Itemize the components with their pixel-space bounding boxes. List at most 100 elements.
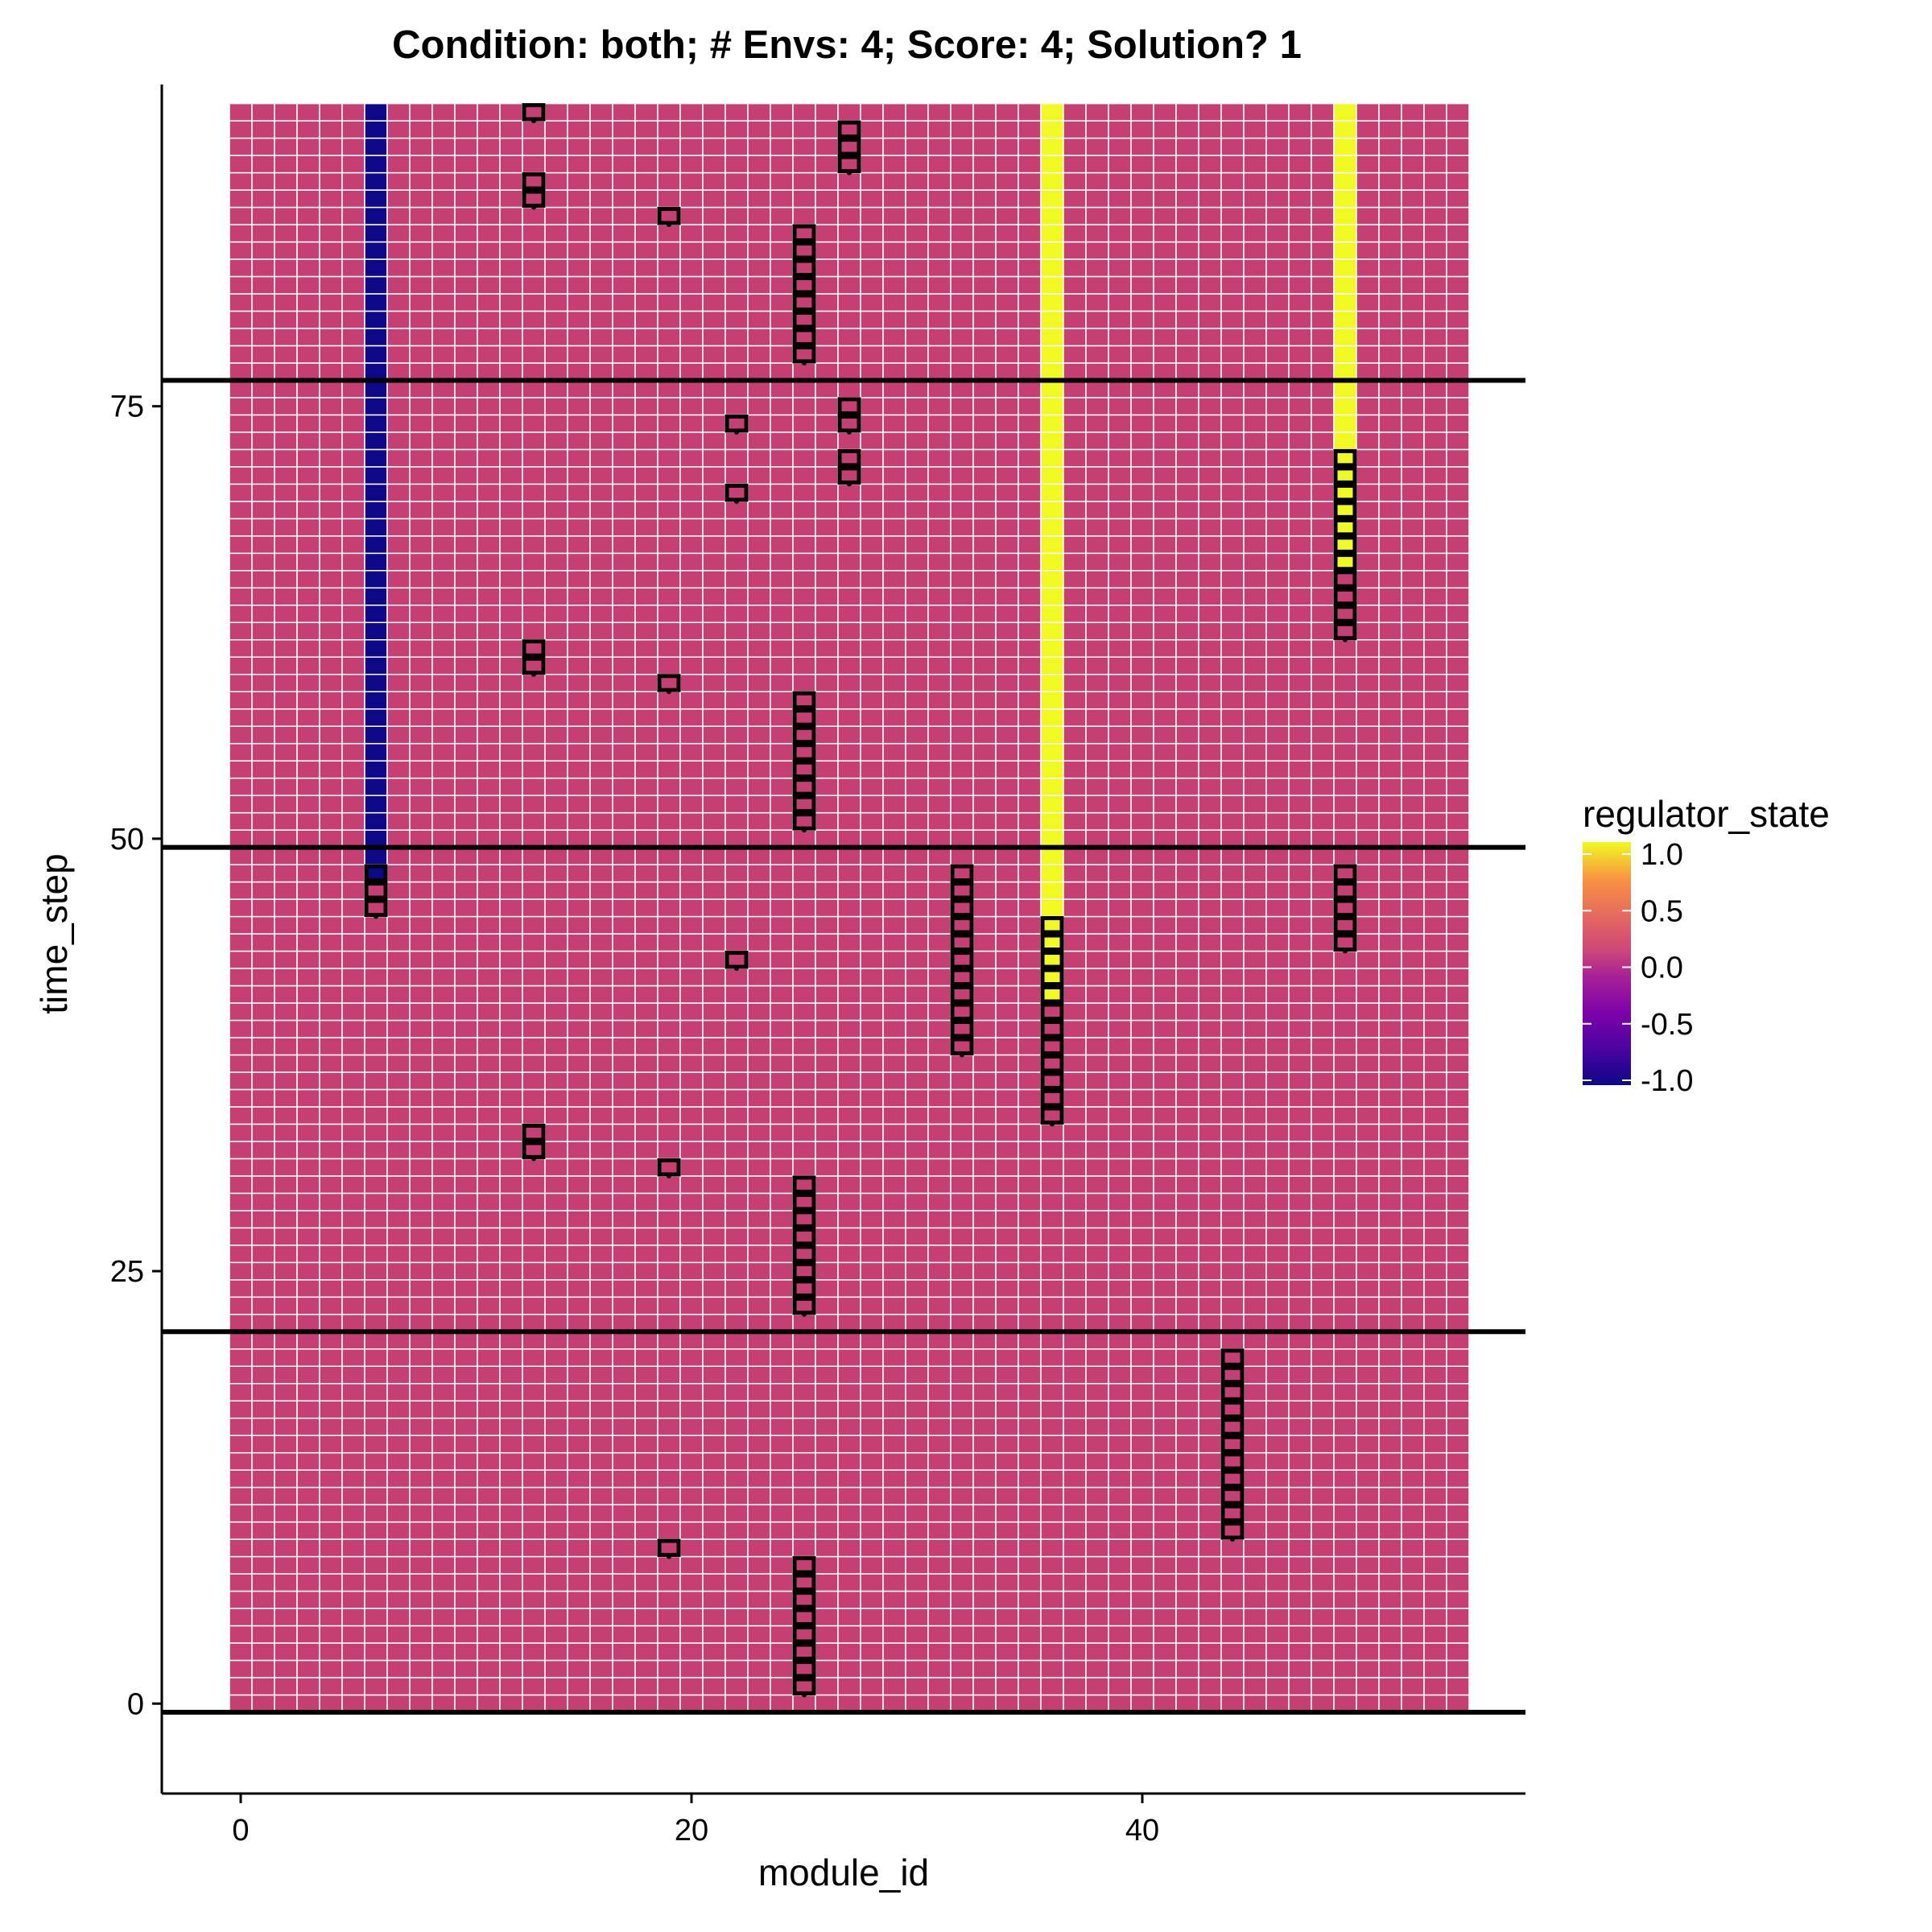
heatmap-cell [724,1331,749,1350]
heatmap-cell [499,310,523,329]
heatmap-cell [927,171,952,191]
heatmap-cell [522,691,546,710]
heatmap-cell [1198,1659,1222,1678]
heatmap-cell [477,1555,501,1575]
heatmap-cell [1108,102,1132,122]
heatmap-cell [972,1227,997,1246]
heatmap-cell [634,1382,658,1402]
heatmap-cell [589,1435,613,1454]
heatmap-cell [589,1314,613,1333]
heatmap-cell [409,795,433,814]
heatmap-cell [499,605,523,624]
heatmap-cell [1198,1677,1222,1696]
heatmap-cell [1333,310,1357,329]
heatmap-cell [950,1538,974,1558]
heatmap-cell [431,950,456,969]
heatmap-cell [1356,189,1380,208]
heatmap-cell [905,224,929,243]
heatmap-cell [1018,1555,1042,1575]
heatmap-cell [251,1538,275,1558]
heatmap-cell [364,189,388,208]
heatmap-cell [364,985,388,1004]
heatmap-cell [1130,241,1154,260]
heatmap-cell [589,1158,613,1177]
heatmap-cell [1108,795,1132,814]
heatmap-cell [679,1348,704,1367]
heatmap-cell [927,535,952,555]
heatmap-cell [477,1002,501,1022]
heatmap-cell [950,1192,974,1212]
heatmap-cell [950,1088,974,1108]
heatmap-cell [1063,1002,1087,1022]
heatmap-cell [950,1469,974,1488]
heatmap-cell [341,864,365,883]
heatmap-cell [454,1331,478,1350]
heatmap-cell [1040,483,1064,502]
heatmap-cell [747,777,771,796]
heatmap-cell [1243,605,1267,624]
heatmap-cell [386,535,411,555]
heatmap-cell [1063,1624,1087,1644]
heatmap-cell [296,1348,320,1367]
heatmap-cell [544,915,568,935]
heatmap-cell [612,656,636,675]
heatmap-cell [634,137,658,156]
heatmap-cell [1243,535,1267,555]
heatmap-cell [1220,1192,1245,1212]
heatmap-cell [499,102,523,122]
heatmap-cell [1220,120,1245,139]
heatmap-cell [1085,1538,1109,1558]
heatmap-cell [702,1192,726,1212]
heatmap-cell [544,1106,568,1125]
heatmap-cell [544,829,568,848]
heatmap-cell [522,501,546,520]
heatmap-cell [972,742,997,762]
heatmap-cell [296,137,320,156]
heatmap-cell [544,310,568,329]
heatmap-cell [792,587,816,606]
heatmap-cell [927,1365,952,1385]
heatmap-cell [499,1504,523,1523]
heatmap-cell [1423,656,1447,675]
heatmap-cell [499,1123,523,1142]
heatmap-cell [1040,397,1064,416]
heatmap-cell [522,1314,546,1333]
heatmap-cell [589,1624,613,1644]
heatmap-cell [341,1141,365,1160]
heatmap-cell [950,1659,974,1678]
heatmap-cell [296,656,320,675]
heatmap-cell [477,1659,501,1678]
heatmap-cell [1108,881,1132,900]
heatmap-cell [1243,189,1267,208]
heatmap-cell [1040,414,1064,433]
heatmap-cell [657,1331,681,1350]
heatmap-cell [882,968,906,987]
heatmap-cell [296,915,320,935]
heatmap-cell [1198,1417,1222,1436]
heatmap-cell [567,1331,591,1350]
heatmap-cell [229,155,253,174]
heatmap-cell [229,1331,253,1350]
heatmap-cell [634,518,658,537]
heatmap-cell [364,483,388,502]
heatmap-cell [860,760,884,779]
heatmap-cell [815,155,839,174]
heatmap-cell [927,829,952,848]
heatmap-cell [1356,587,1380,606]
heatmap-cell [1288,777,1312,796]
heatmap-cell [1243,742,1267,762]
heatmap-cell [1130,258,1154,278]
heatmap-cell [950,742,974,762]
heatmap-cell [1220,1245,1245,1264]
heatmap-cell [589,985,613,1004]
heatmap-cell [995,397,1019,416]
heatmap-cell [815,1590,839,1609]
heatmap-cell [454,1555,478,1575]
heatmap-cell [296,760,320,779]
heatmap-cell [1243,1348,1267,1367]
heatmap-cell [1333,1435,1357,1454]
heatmap-cell [1311,466,1335,485]
heatmap-cell [1040,1624,1064,1644]
heatmap-cell [1198,1590,1222,1609]
heatmap-cell [702,293,726,312]
